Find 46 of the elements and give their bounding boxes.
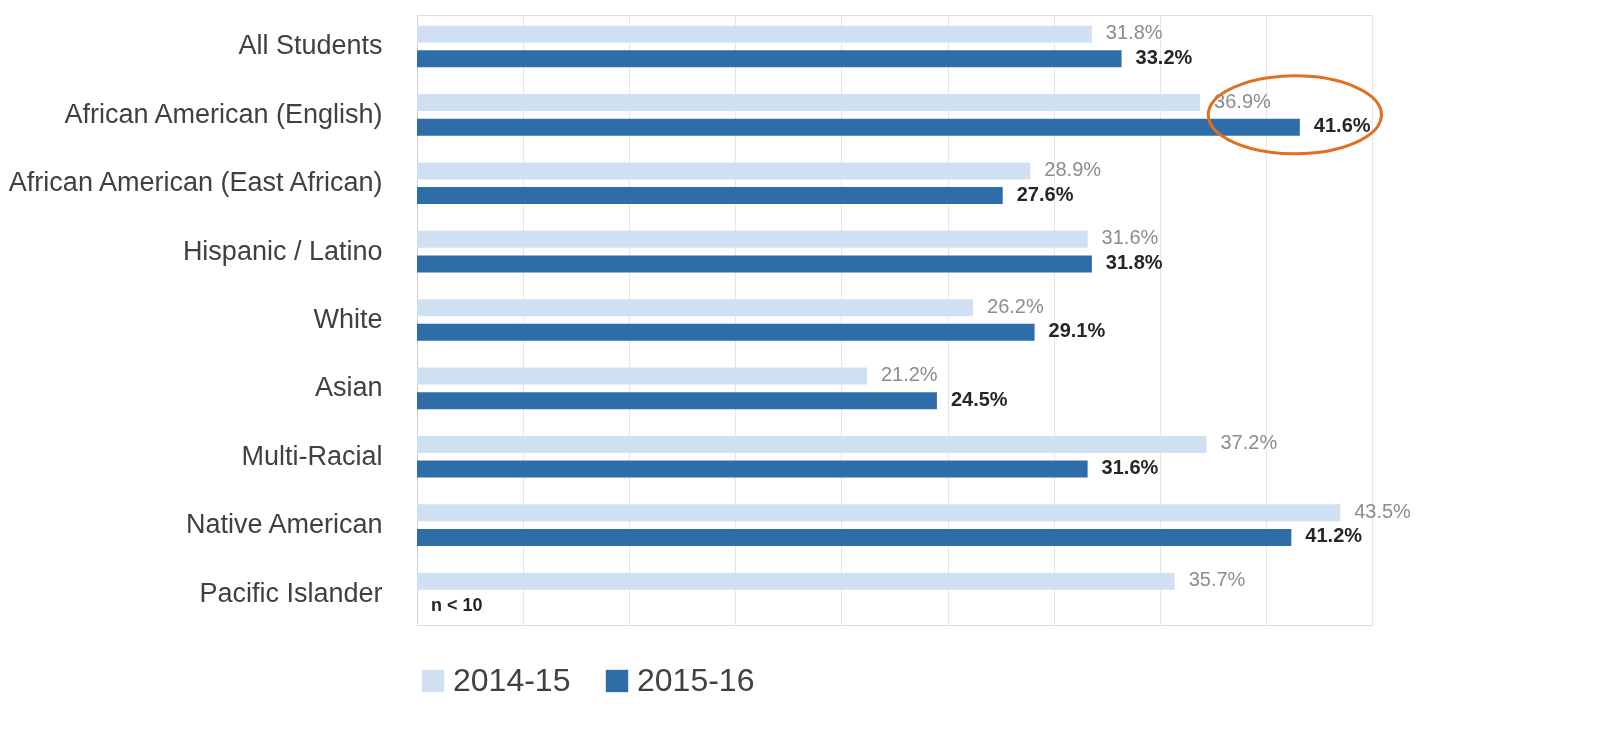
bar <box>417 528 1292 546</box>
y-tick-label: Pacific Islander <box>199 577 383 608</box>
y-tick-label: Asian <box>314 372 383 403</box>
data-label: 35.7% <box>1188 568 1246 591</box>
y-tick-label: Native American <box>185 509 383 540</box>
data-label: 37.2% <box>1220 431 1278 454</box>
data-label: 27.6% <box>1016 182 1074 205</box>
data-label: 21.2% <box>880 363 938 386</box>
bar <box>417 50 1122 68</box>
data-label: 31.6% <box>1101 456 1159 479</box>
data-label: 29.1% <box>1048 319 1106 342</box>
legend-label: 2015-16 <box>637 662 755 698</box>
data-label: 31.8% <box>1105 250 1163 273</box>
data-label: 31.8% <box>1105 21 1163 44</box>
bar <box>417 299 974 317</box>
y-tick-label: African American (English) <box>64 98 383 129</box>
bar <box>417 572 1175 590</box>
bar <box>417 25 1092 43</box>
data-label: 24.5% <box>950 387 1008 410</box>
bar <box>417 230 1088 248</box>
bar <box>417 367 867 385</box>
data-label: 33.2% <box>1135 45 1193 68</box>
bar <box>417 187 1003 205</box>
data-label: 28.9% <box>1044 157 1102 180</box>
y-tick-label: White <box>313 304 383 334</box>
bar <box>417 504 1341 522</box>
data-label: 31.6% <box>1101 226 1159 249</box>
bar <box>417 435 1207 453</box>
y-tick-label: All Students <box>238 30 383 61</box>
y-tick-label: African American (East African) <box>8 167 383 198</box>
data-label: 41.6% <box>1313 114 1371 137</box>
y-tick-label: Multi-Racial <box>241 440 383 471</box>
bar <box>417 460 1088 478</box>
y-tick-label: Hispanic / Latino <box>182 235 383 266</box>
bar <box>417 118 1300 136</box>
legend-label: 2014-15 <box>453 662 571 698</box>
data-label: 41.2% <box>1305 524 1363 547</box>
data-label: 26.2% <box>987 294 1044 317</box>
bar <box>417 94 1201 112</box>
bar <box>417 162 1031 180</box>
annotation: n < 10 <box>431 594 483 615</box>
bar <box>417 323 1035 341</box>
bar <box>417 255 1092 273</box>
bar <box>417 392 937 410</box>
data-label: 36.9% <box>1214 89 1272 112</box>
data-label: 43.5% <box>1354 499 1412 522</box>
